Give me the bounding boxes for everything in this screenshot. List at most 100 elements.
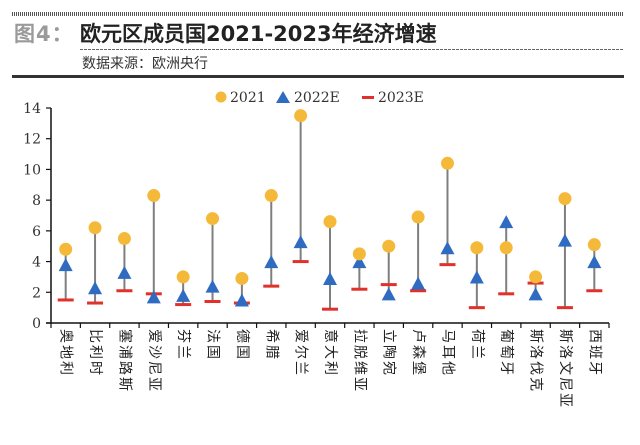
mark-2022E [264, 255, 279, 269]
x-tick-label-char: 利 [322, 361, 338, 375]
header-bottom-rule [12, 75, 624, 78]
x-tick-label-char: 葡 [498, 329, 514, 343]
legend-marker-2022E [276, 91, 290, 103]
x-tick-label-char: 沙 [146, 345, 162, 359]
mark-2023E [586, 289, 603, 293]
mark-2021 [147, 189, 161, 203]
x-tick-label-char: 亚 [557, 393, 573, 407]
mark-2022E [323, 272, 337, 285]
mark-2022E [176, 288, 191, 302]
mark-2021 [587, 238, 601, 252]
x-tick-label-char: 斯 [116, 377, 132, 391]
mark-2021 [117, 232, 131, 246]
x-tick-label-char: 尔 [293, 345, 309, 359]
marks [57, 109, 603, 311]
mark-2021 [470, 241, 484, 255]
mark-2022E [234, 293, 249, 307]
x-tick-label-char: 利 [58, 361, 74, 375]
x-tick-label-char: 尼 [146, 361, 162, 375]
x-tick-label-char: 西 [586, 329, 602, 343]
x-tick-label-char: 耳 [439, 345, 455, 359]
y-tick-label: 14 [23, 101, 41, 117]
mark-2021 [264, 189, 278, 203]
x-tick-label-char: 爱 [146, 329, 162, 343]
x-tick-labels: 奥地利比利时塞浦路斯爱沙尼亚芬兰法国德国希腊爱尔兰意大利拉脱维亚立陶宛卢森堡马耳… [58, 329, 603, 407]
figure-label: 图4： [14, 22, 74, 46]
x-tick-label-char: 路 [116, 361, 132, 375]
mark-2021 [206, 212, 220, 226]
x-tick-label-char: 洛 [528, 345, 544, 359]
mark-2023E [322, 307, 338, 311]
title-divider [80, 49, 624, 50]
x-tick-label-char: 地 [58, 345, 74, 359]
mark-2022E [146, 290, 161, 304]
mark-2023E [410, 289, 427, 293]
x-tick-label-char: 班 [586, 345, 602, 359]
mark-2021 [411, 210, 425, 224]
mark-2021 [440, 156, 454, 170]
x-tick-label-char: 斯 [528, 329, 544, 343]
x-tick-label-char: 芬 [175, 329, 191, 343]
mark-2022E [205, 279, 220, 293]
mark-2022E [117, 265, 132, 279]
mark-2023E [204, 300, 221, 303]
mark-2022E [528, 287, 543, 301]
mark-2022E [58, 258, 73, 272]
x-tick-label-char: 亚 [146, 377, 162, 391]
mark-2023E [263, 284, 280, 288]
x-tick-label-char: 希 [263, 329, 279, 343]
x-tick-label-char: 意 [322, 329, 339, 343]
legend-label-2023E: 2023E [378, 90, 424, 106]
x-tick-label-char: 利 [87, 345, 103, 359]
mark-2023E [439, 263, 456, 267]
y-tick-label: 0 [32, 316, 41, 332]
x-tick-label-char: 牙 [498, 361, 514, 375]
mark-2021 [499, 241, 513, 255]
top-dotted-rule [12, 12, 624, 16]
x-tick-label-char: 牙 [586, 361, 602, 375]
x-tick-label-char: 立 [381, 329, 397, 343]
x-tick-label-char: 腊 [263, 345, 279, 359]
mark-2021 [323, 215, 337, 229]
mark-2022E [293, 235, 308, 249]
x-tick-label-char: 伐 [528, 361, 544, 375]
x-tick-label-char: 脱 [351, 345, 367, 359]
x-tick-label-char: 他 [439, 361, 455, 375]
x-tick-label-char: 尼 [557, 377, 573, 391]
mark-2023E [57, 298, 74, 302]
x-tick-label-char: 克 [528, 377, 544, 391]
x-tick-label-char: 陶 [381, 345, 397, 359]
x-tick-label-char: 卢 [410, 329, 426, 343]
legend-marker-2023E [362, 96, 374, 99]
mark-2021 [88, 221, 102, 235]
mark-2023E [380, 283, 397, 287]
y-tick-label: 4 [32, 255, 41, 271]
axes: 0 2 4 6 8 10 12 14 [23, 101, 610, 332]
mark-2021 [558, 192, 572, 206]
y-tick-label: 12 [23, 132, 41, 148]
x-tick-label-char: 时 [87, 361, 103, 375]
x-tick-label-char: 森 [410, 345, 426, 359]
y-tick-label: 10 [23, 162, 41, 178]
mark-2022E [88, 281, 103, 295]
x-tick-label-char: 浦 [116, 345, 132, 359]
mark-2023E [175, 303, 192, 307]
y-tick-label: 6 [32, 224, 41, 240]
mark-2022E [587, 255, 602, 269]
legend-marker-2021 [215, 91, 227, 103]
chart-title: 欧元区成员国2021-2023年经济增速 [80, 22, 437, 46]
mark-2023E [468, 306, 485, 310]
mark-2023E [292, 260, 309, 264]
legend: 2021 2022E 2023E [215, 90, 424, 106]
mark-2021 [382, 239, 396, 253]
mark-2021 [235, 271, 249, 285]
mark-2023E [498, 292, 515, 296]
mark-2023E [87, 301, 104, 305]
x-tick-label-char: 国 [234, 345, 250, 359]
x-tick-label-char: 德 [234, 329, 250, 343]
mark-2021 [176, 270, 190, 284]
x-tick-label-char: 比 [87, 329, 103, 343]
x-tick-label-char: 法 [205, 329, 221, 343]
mark-2022E [411, 276, 426, 290]
x-tick-label-char: 荷 [469, 329, 485, 343]
